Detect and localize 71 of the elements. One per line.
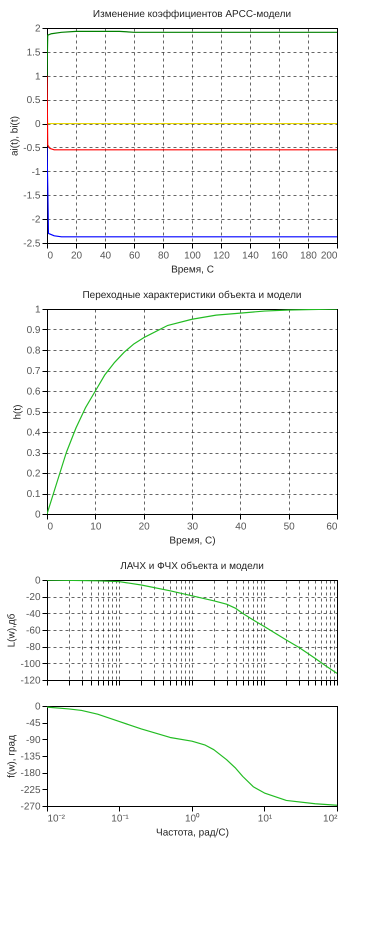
x-tick-label: 80 bbox=[158, 250, 170, 262]
y-tick-label: -120 bbox=[20, 676, 41, 686]
y-tick-label: 0.5 bbox=[26, 407, 41, 418]
y-tick-label: 0 bbox=[34, 576, 41, 586]
y-axis-title: h(t) bbox=[12, 404, 24, 420]
y-tick-label: -100 bbox=[20, 658, 41, 670]
x-axis-title: Время, С bbox=[171, 264, 214, 276]
x-tick-label: 100 bbox=[184, 250, 202, 262]
line-series bbox=[47, 75, 337, 150]
x-tick-label: 40 bbox=[100, 250, 112, 262]
y-tick-label: 1 bbox=[34, 71, 41, 82]
y-axis-title: ai(t), bi(t) bbox=[9, 116, 20, 156]
y-tick-label: -60 bbox=[26, 626, 41, 636]
y-tick-label: -40 bbox=[26, 608, 41, 620]
y-tick-label: -2 bbox=[32, 214, 41, 226]
x-axis-title: Частота, рад/С) bbox=[156, 828, 229, 838]
y-tick-label: 1 bbox=[34, 304, 41, 316]
x-tick-label: 10⁰ bbox=[184, 812, 200, 824]
chart-title: ЛАЧХ и ФЧХ объекта и модели bbox=[120, 561, 264, 572]
chart-title: Изменение коэффициентов АРСС-модели bbox=[92, 9, 292, 20]
x-tick-label: 30 bbox=[186, 522, 198, 532]
x-tick-label: 10⁻² bbox=[48, 814, 66, 824]
x-tick-label: 0 bbox=[48, 522, 54, 532]
chart-title: Переходные характеристики объекта и модели bbox=[82, 290, 302, 301]
y-tick-label: 0.5 bbox=[26, 95, 41, 106]
y-tick-label: 0.6 bbox=[26, 386, 41, 398]
y-tick-label: 0.8 bbox=[26, 346, 41, 356]
y-tick-label: -135 bbox=[20, 752, 41, 762]
x-tick-label: 10 bbox=[90, 522, 102, 532]
y-tick-label: -1 bbox=[32, 166, 41, 178]
x-tick-label: 160 bbox=[271, 250, 288, 262]
x-tick-label: 50 bbox=[284, 522, 296, 532]
y-tick-label: -90 bbox=[26, 734, 41, 746]
x-tick-label: 20 bbox=[138, 522, 150, 532]
y-tick-label: 0.3 bbox=[26, 448, 41, 459]
y-tick-label: 0.7 bbox=[26, 366, 41, 377]
x-tick-label: 0 bbox=[48, 250, 54, 262]
x-tick-label: 140 bbox=[242, 250, 260, 262]
y-tick-label: -20 bbox=[26, 592, 41, 604]
y-tick-label: -2.5 bbox=[23, 238, 41, 250]
x-tick-label: 10¹ bbox=[258, 814, 273, 824]
x-tick-label: 10² bbox=[323, 814, 338, 824]
y-tick-label: 0.4 bbox=[26, 428, 41, 438]
y-tick-label: -180 bbox=[20, 768, 41, 780]
y-tick-label: 0 bbox=[34, 119, 41, 130]
y-tick-label: -1.5 bbox=[23, 190, 41, 202]
x-tick-label: 40 bbox=[235, 522, 247, 532]
y-tick-label: 0.1 bbox=[26, 489, 41, 500]
y-tick-label: 0.9 bbox=[26, 325, 41, 336]
x-tick-label: 60 bbox=[326, 522, 338, 532]
x-tick-label: 180 bbox=[300, 250, 318, 262]
line-series bbox=[47, 30, 337, 76]
x-tick-label: 200 bbox=[320, 250, 338, 262]
y-tick-label: 2 bbox=[34, 24, 41, 34]
y-tick-label: 0.2 bbox=[26, 468, 41, 480]
x-tick-label: 120 bbox=[213, 250, 230, 262]
y-tick-label: 0 bbox=[34, 510, 41, 520]
y-tick-label: -80 bbox=[26, 642, 41, 654]
y-tick-label: -270 bbox=[20, 802, 41, 812]
y-tick-label: -0.5 bbox=[23, 142, 41, 154]
y-tick-label: 1.5 bbox=[26, 47, 41, 58]
x-axis-title: Время, С) bbox=[169, 536, 216, 546]
x-tick-label: 10⁻¹ bbox=[111, 814, 130, 824]
y-axis-title: f(w), град bbox=[6, 734, 18, 778]
x-tick-label: 60 bbox=[128, 250, 140, 262]
y-tick-label: 0 bbox=[34, 702, 41, 712]
x-tick-label: 20 bbox=[70, 250, 82, 262]
y-tick-label: -225 bbox=[20, 784, 41, 796]
y-axis-title: L(w),дб bbox=[6, 613, 18, 648]
y-tick-label: -45 bbox=[26, 718, 41, 730]
line-series bbox=[47, 146, 337, 238]
